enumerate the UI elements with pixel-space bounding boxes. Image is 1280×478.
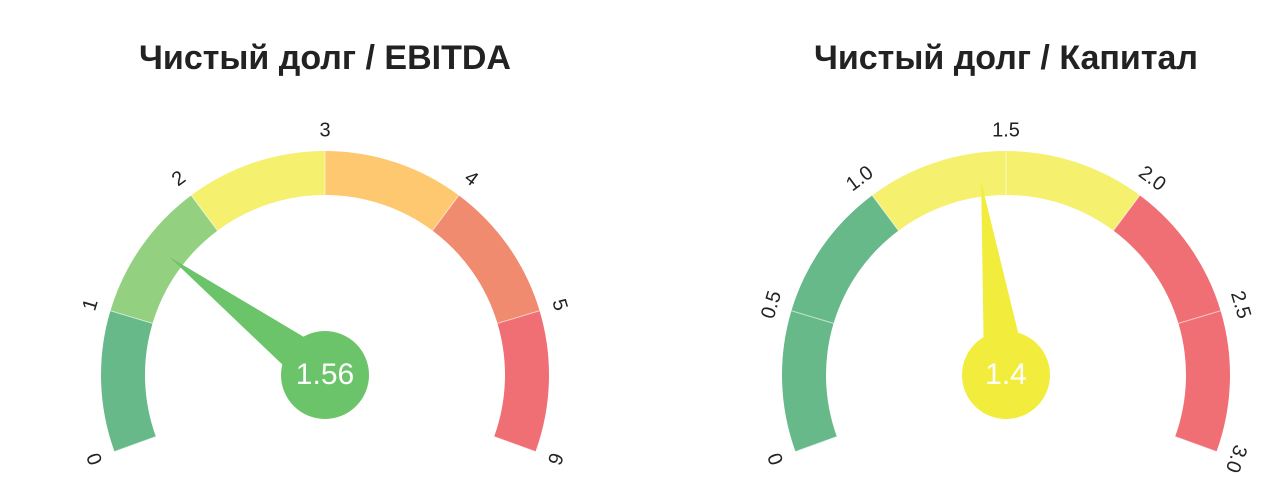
tick-divider: [1178, 310, 1221, 324]
gauge-band: [1113, 195, 1230, 452]
tick-label: 6: [543, 450, 567, 468]
tick-divider: [871, 195, 899, 231]
tick-divider: [497, 310, 540, 324]
gauge-band: [782, 195, 899, 452]
needle: [981, 181, 1028, 378]
tick-divider: [432, 195, 460, 231]
tick-label: 2.0: [1134, 162, 1169, 196]
gauge-band: [101, 310, 156, 452]
tick-divider: [114, 436, 157, 453]
gauge-band: [110, 195, 218, 324]
tick-divider: [1113, 195, 1141, 231]
gauge-title: Чистый долг / Капитал: [814, 39, 1198, 77]
gauge-title: Чистый долг / EBITDA: [139, 39, 511, 77]
tick-divider: [110, 310, 153, 324]
tick-label: 3: [319, 119, 330, 141]
gauge-band: [191, 151, 325, 231]
value-label: 1.56: [296, 358, 354, 391]
tick-label: 0: [764, 450, 788, 468]
gauge-band: [432, 195, 540, 324]
tick-label: 4: [460, 167, 482, 191]
tick-label: 0.5: [757, 288, 786, 321]
needle-hub: [962, 331, 1050, 419]
tick-divider: [1174, 436, 1217, 453]
tick-label: 3.0: [1221, 442, 1251, 476]
gauge: Чистый долг / EBITDA 0 1 2 3 4 5 6 1.56: [78, 39, 571, 468]
tick-divider: [190, 195, 218, 231]
tick-label: 0: [83, 450, 107, 468]
tick-label: 1: [78, 296, 102, 313]
gauge: Чистый долг / Капитал 0 0.5 1.0 1.5 2.0 2.5 3.0…: [757, 39, 1255, 476]
tick-divider: [795, 436, 838, 453]
needle-hub: [281, 331, 369, 419]
gauge-band: [494, 310, 549, 452]
tick-divider: [791, 310, 834, 324]
tick-label: 1.0: [842, 162, 877, 196]
tick-label: 2.5: [1226, 288, 1255, 321]
value-label: 1.4: [985, 358, 1027, 391]
tick-label: 5: [547, 296, 571, 313]
tick-label: 2: [168, 167, 190, 191]
tick-label: 1.5: [992, 119, 1020, 141]
tick-divider: [493, 436, 536, 453]
gauge-band: [325, 151, 459, 231]
